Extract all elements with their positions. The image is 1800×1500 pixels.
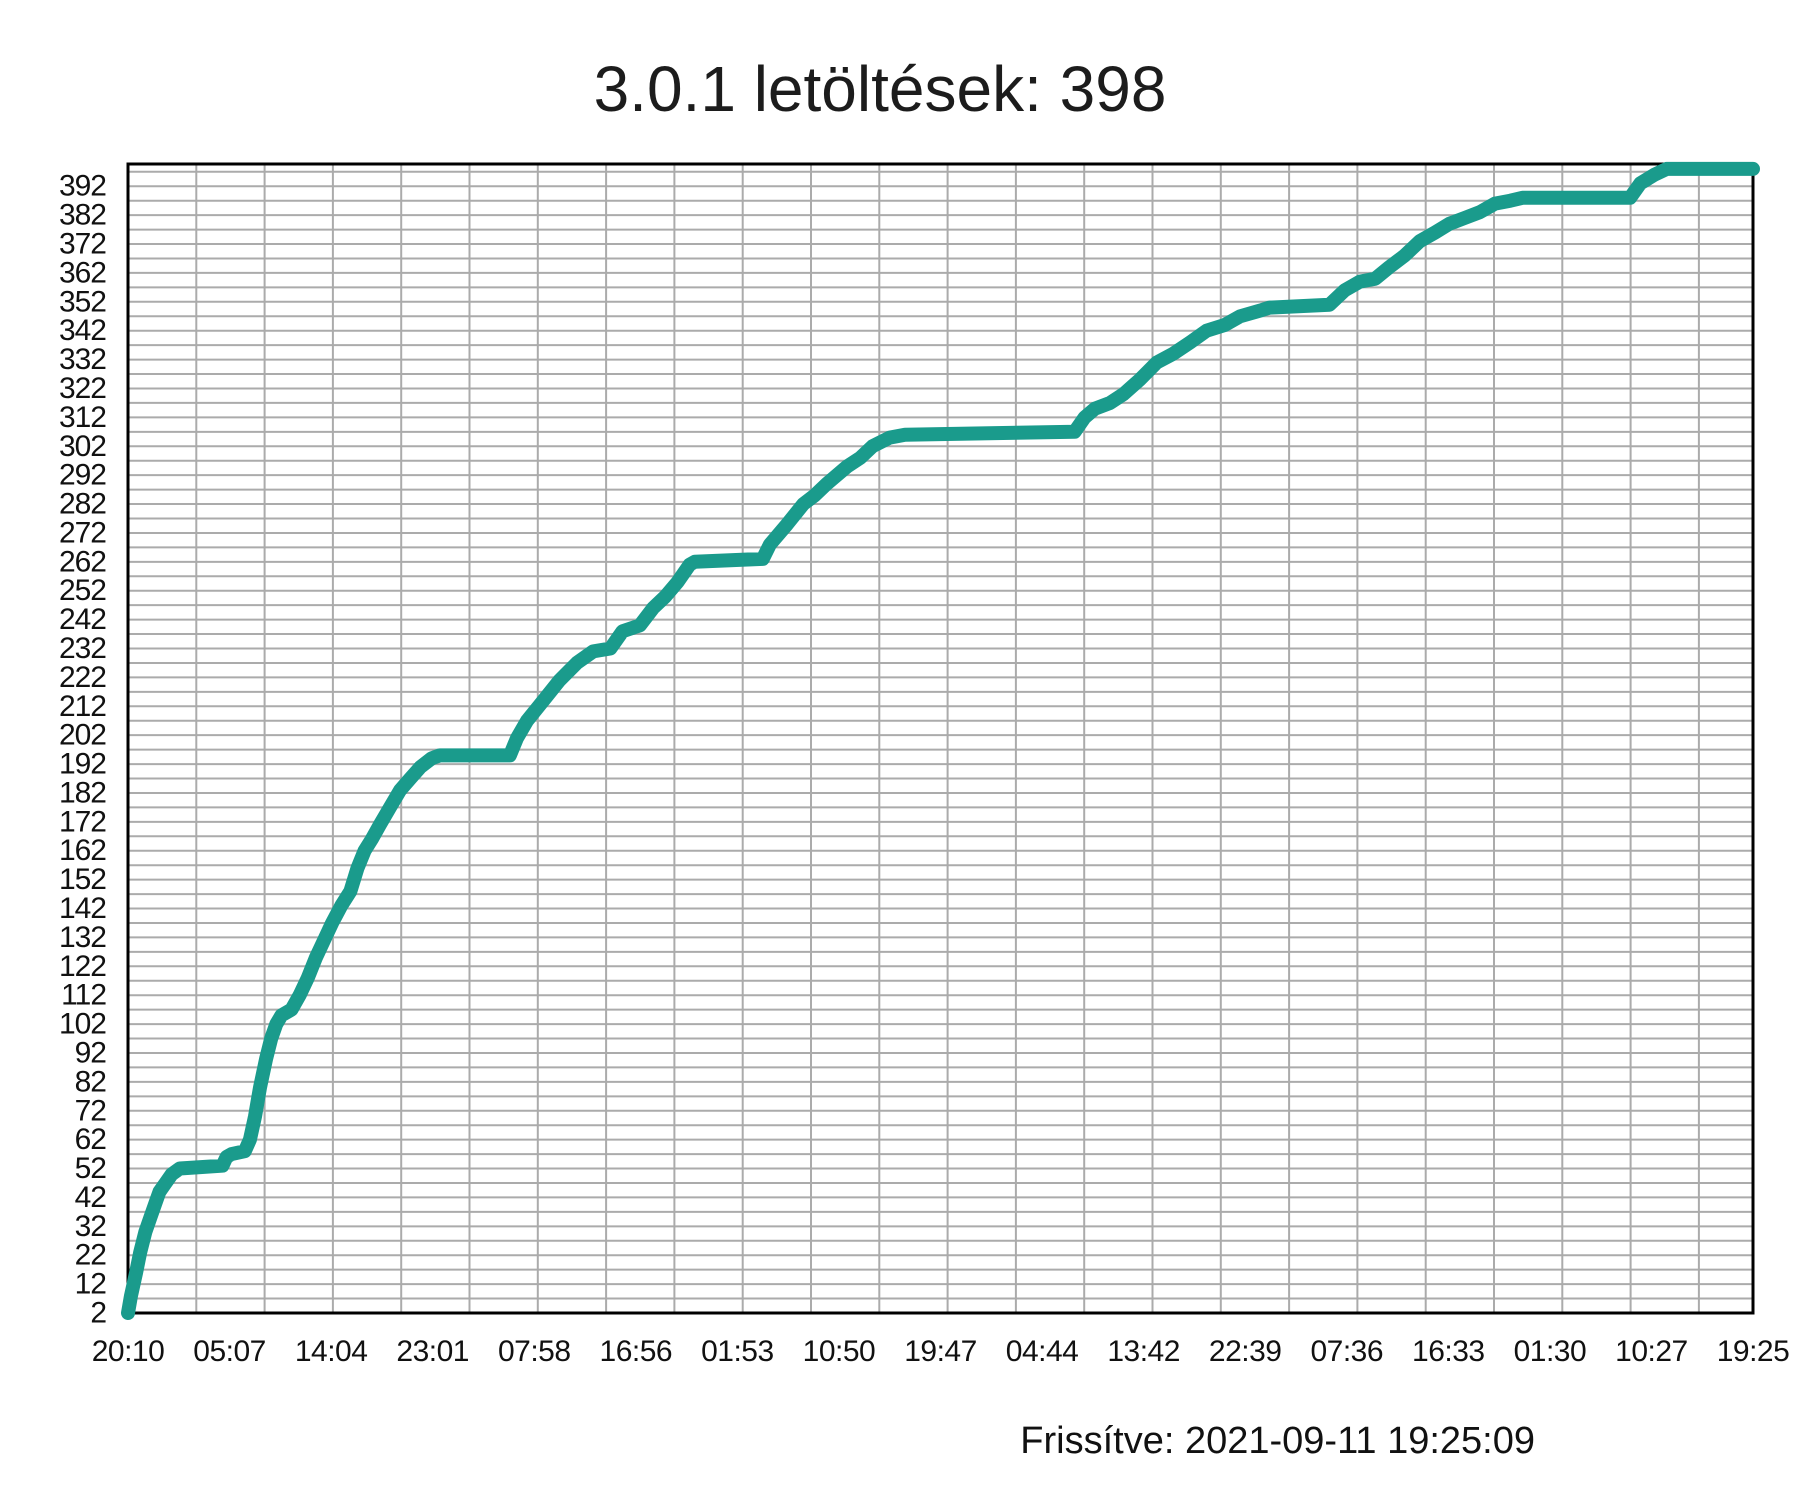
y-tick-label: 252 (59, 574, 106, 607)
y-tick-label: 202 (59, 719, 106, 752)
y-tick-label: 232 (59, 632, 106, 665)
x-tick-label: 13:42 (1107, 1335, 1180, 1368)
y-tick-label: 12 (75, 1268, 107, 1301)
x-tick-label: 16:56 (600, 1335, 673, 1368)
y-tick-label: 172 (59, 805, 106, 838)
y-tick-label: 242 (59, 603, 106, 636)
x-tick-label: 10:50 (803, 1335, 876, 1368)
y-tick-label: 82 (75, 1065, 107, 1098)
plot-border (126, 162, 1755, 1315)
grid (128, 164, 1753, 1313)
updated-timestamp: Frissítve: 2021-09-11 19:25:09 (1020, 1420, 1535, 1462)
y-tick-label: 132 (59, 921, 106, 954)
y-tick-label: 32 (75, 1210, 107, 1243)
x-tick-label: 05:07 (193, 1335, 266, 1368)
x-axis-labels: 20:10 05:07 14:04 23:01 07:58 16:56 01:53 10:50… (92, 1335, 1790, 1368)
y-axis-labels: 2122232425262728292102112122132142152162… (59, 170, 107, 1330)
x-tick-label: 19:47 (904, 1335, 977, 1368)
y-tick-label: 272 (59, 516, 106, 549)
y-tick-label: 212 (59, 690, 106, 723)
y-tick-label: 112 (61, 979, 106, 1012)
y-tick-label: 122 (59, 950, 106, 983)
y-tick-label: 322 (59, 372, 106, 405)
y-tick-label: 312 (59, 401, 106, 434)
y-tick-label: 142 (59, 892, 106, 925)
x-tick-label: 01:30 (1514, 1335, 1587, 1368)
y-tick-label: 282 (59, 488, 106, 521)
x-tick-label: 01:53 (701, 1335, 774, 1368)
x-tick-label: 19:25 (1717, 1335, 1790, 1368)
y-tick-label: 262 (59, 545, 106, 578)
y-tick-label: 22 (75, 1239, 107, 1272)
chart-title: 3.0.1 letöltések: 398 (593, 53, 1167, 125)
y-tick-label: 72 (75, 1094, 107, 1127)
y-tick-label: 52 (75, 1152, 107, 1185)
downloads-series-line (121, 161, 1760, 1320)
y-tick-label: 102 (59, 1008, 106, 1041)
x-tick-label: 14:04 (295, 1335, 368, 1368)
y-tick-label: 342 (59, 314, 106, 347)
x-tick-label: 07:58 (498, 1335, 571, 1368)
y-tick-label: 2 (90, 1297, 106, 1330)
y-tick-label: 162 (59, 834, 106, 867)
y-tick-label: 222 (59, 661, 106, 694)
y-tick-label: 92 (75, 1036, 107, 1069)
y-tick-label: 332 (59, 343, 106, 376)
x-tick-label: 23:01 (396, 1335, 469, 1368)
y-tick-label: 182 (59, 776, 106, 809)
y-tick-label: 392 (59, 170, 106, 203)
x-tick-label: 07:36 (1310, 1335, 1383, 1368)
x-tick-label: 16:33 (1412, 1335, 1485, 1368)
x-tick-label: 04:44 (1006, 1335, 1079, 1368)
y-tick-label: 62 (75, 1123, 107, 1156)
y-tick-label: 302 (59, 430, 106, 463)
y-tick-label: 152 (59, 863, 106, 896)
x-tick-label: 20:10 (92, 1335, 165, 1368)
y-tick-label: 192 (59, 748, 106, 781)
y-tick-label: 352 (59, 285, 106, 318)
x-tick-label: 10:27 (1615, 1335, 1688, 1368)
x-tick-label: 22:39 (1209, 1335, 1282, 1368)
y-tick-label: 372 (59, 228, 106, 261)
y-tick-label: 382 (59, 199, 106, 232)
y-tick-label: 292 (59, 459, 106, 492)
y-tick-label: 42 (75, 1181, 107, 1214)
y-tick-label: 362 (59, 256, 106, 289)
